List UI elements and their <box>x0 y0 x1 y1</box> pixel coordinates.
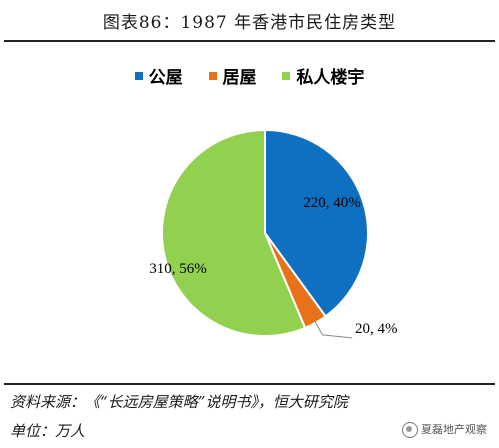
pie-slice-public <box>264 128 369 318</box>
footer-rule <box>4 383 495 385</box>
source-note: 资料来源：《“长远房屋策略”说明书》，恒大研究院 <box>10 393 348 411</box>
legend-label-public: 公屋 <box>148 68 183 88</box>
figure-title: 图表86：1987 年香港市民住房类型 <box>102 13 397 33</box>
legend-item-public: 公屋 <box>134 63 183 88</box>
data-label-public: 220, 40% <box>303 195 361 211</box>
unit-note: 单位：万人 <box>10 422 86 440</box>
legend-swatch-private <box>282 72 291 80</box>
legend-item-private: 私人楼宇 <box>282 63 364 88</box>
pie-slice-private <box>161 128 307 337</box>
watermark: 夏磊地产观察 <box>402 421 487 438</box>
legend-swatch-public <box>134 72 143 80</box>
legend-swatch-hos <box>208 72 217 80</box>
title-rule <box>4 40 495 42</box>
legend-item-hos: 居屋 <box>208 63 257 88</box>
legend: 公屋 居屋 私人楼宇 <box>0 63 499 88</box>
data-label-hos: 20, 4% <box>355 321 398 337</box>
leader-line-hos <box>314 320 353 339</box>
watermark-icon <box>402 422 418 438</box>
legend-label-private: 私人楼宇 <box>296 68 365 88</box>
data-label-private: 310, 56% <box>149 261 207 277</box>
watermark-text: 夏磊地产观察 <box>421 423 487 436</box>
legend-label-hos: 居屋 <box>222 68 257 88</box>
